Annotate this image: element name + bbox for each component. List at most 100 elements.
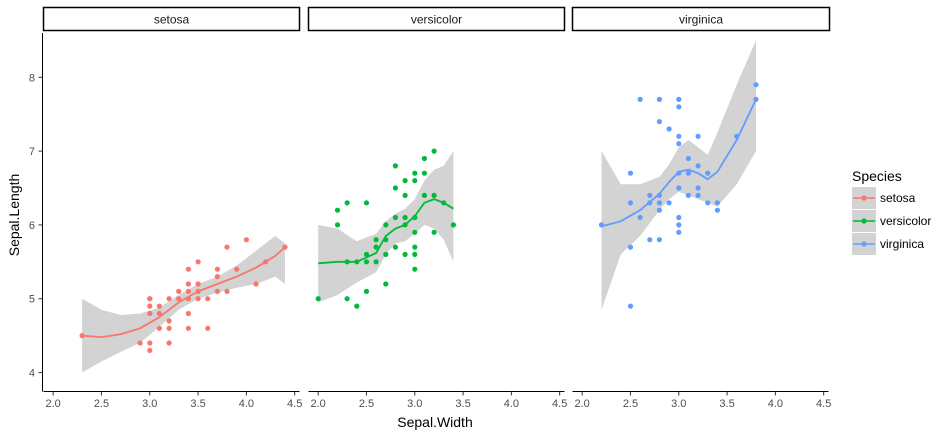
panel-setosa: 2.0 2.5 3.0 3.5 4.0 4.5 [43, 236, 302, 410]
point-setosa-1 [137, 340, 143, 346]
point-virginica-23 [676, 141, 682, 147]
legend-key-point-setosa [861, 195, 867, 201]
point-setosa-2 [147, 347, 153, 353]
point-versicolor-30 [412, 244, 418, 250]
point-setosa-21 [185, 266, 191, 272]
point-virginica-16 [666, 200, 672, 206]
point-versicolor-13 [373, 244, 379, 250]
confidence-band-setosa [82, 236, 285, 373]
point-versicolor-15 [383, 281, 389, 287]
point-virginica-10 [656, 237, 663, 243]
point-virginica-20 [676, 214, 682, 221]
point-virginica-2 [627, 244, 634, 250]
point-versicolor-20 [392, 214, 398, 221]
x-tick-label-virginica-5: 4.5 [816, 398, 831, 410]
point-virginica-34 [705, 200, 711, 206]
point-versicolor-10 [363, 251, 370, 257]
point-versicolor-28 [412, 266, 418, 272]
point-virginica-26 [676, 96, 682, 102]
point-virginica-36 [714, 207, 721, 213]
point-versicolor-23 [402, 251, 408, 257]
point-versicolor-21 [392, 185, 398, 191]
point-setosa-38 [147, 296, 153, 302]
point-versicolor-6 [354, 303, 360, 309]
point-setosa-4 [147, 310, 153, 317]
point-setosa-17 [185, 310, 191, 317]
point-versicolor-19 [392, 244, 398, 250]
point-setosa-11 [166, 325, 172, 331]
point-setosa-32 [224, 244, 230, 250]
point-setosa-25 [195, 259, 201, 265]
point-versicolor-33 [412, 178, 418, 184]
strip-versicolor: versicolor [307, 6, 566, 32]
point-setosa-13 [166, 296, 172, 302]
point-setosa-28 [214, 288, 220, 294]
x-tick-label-setosa-5: 4.5 [287, 398, 302, 410]
panel-virginica: 2.0 2.5 3.0 3.5 4.0 4.5 [572, 40, 831, 410]
point-versicolor-31 [412, 229, 418, 235]
legend-title: Species [852, 168, 902, 184]
point-setosa-5 [147, 303, 153, 309]
legend-label-virginica: virginica [880, 237, 924, 251]
strip-virginica: virginica [571, 6, 831, 32]
legend-key-versicolor: versicolor [852, 210, 931, 232]
point-virginica-5 [637, 214, 643, 221]
point-virginica-17 [666, 126, 672, 132]
smooth-line-versicolor [318, 198, 454, 265]
legend-key-point-virginica [861, 241, 867, 247]
point-virginica-9 [647, 192, 653, 198]
y-tick-label-4: 8 [29, 72, 35, 84]
point-setosa-26 [205, 325, 211, 331]
point-setosa-20 [185, 281, 191, 287]
point-versicolor-22 [392, 163, 398, 169]
facet-strips: setosa versicolor virginica [42, 6, 831, 32]
point-virginica-27 [685, 192, 692, 198]
point-versicolor-26 [402, 192, 408, 198]
point-versicolor-3 [344, 296, 350, 302]
point-virginica-30 [695, 192, 701, 198]
legend-label-setosa: setosa [880, 191, 916, 205]
point-virginica-24 [676, 133, 682, 139]
point-setosa-8 [156, 310, 162, 317]
point-virginica-6 [637, 96, 643, 102]
point-setosa-7 [156, 325, 162, 331]
point-virginica-33 [695, 133, 701, 139]
x-tick-label-setosa-3: 3.5 [190, 398, 205, 410]
point-setosa-22 [195, 296, 201, 302]
point-setosa-3 [147, 340, 153, 346]
point-versicolor-40 [431, 148, 437, 154]
panel-versicolor: 2.0 2.5 3.0 3.5 4.0 4.5 [308, 148, 567, 410]
x-tick-label-versicolor-0: 2.0 [311, 398, 326, 410]
point-versicolor-25 [402, 214, 408, 221]
x-tick-label-setosa-0: 2.0 [46, 398, 61, 410]
point-setosa-34 [243, 237, 249, 243]
point-virginica-1 [627, 303, 634, 309]
point-versicolor-18 [383, 222, 389, 228]
point-setosa-10 [166, 340, 172, 346]
point-versicolor-27 [402, 178, 408, 184]
legend-label-versicolor: versicolor [880, 214, 931, 228]
point-virginica-31 [695, 185, 701, 191]
point-setosa-31 [224, 288, 230, 294]
point-versicolor-29 [412, 251, 418, 257]
point-virginica-37 [714, 200, 721, 206]
point-virginica-28 [685, 170, 692, 176]
point-versicolor-12 [373, 259, 379, 265]
legend-key-virginica: virginica [852, 233, 924, 255]
x-tick-label-virginica-2: 3.0 [671, 398, 686, 410]
y-tick-label-1: 5 [29, 294, 35, 306]
point-setosa-9 [156, 303, 162, 309]
strip-label-versicolor: versicolor [411, 13, 462, 27]
x-tick-label-setosa-1: 2.5 [94, 398, 109, 410]
y-axis-title: Sepal.Length [6, 174, 22, 257]
point-versicolor-9 [363, 259, 370, 265]
x-tick-label-virginica-4: 4.0 [768, 398, 783, 410]
point-setosa-12 [166, 318, 172, 324]
x-tick-label-setosa-2: 3.0 [142, 398, 157, 410]
point-virginica-7 [647, 237, 653, 243]
point-virginica-29 [685, 155, 692, 162]
point-virginica-40 [753, 82, 759, 88]
x-tick-label-versicolor-2: 3.0 [407, 398, 422, 410]
x-tick-label-virginica-3: 3.5 [719, 398, 734, 410]
